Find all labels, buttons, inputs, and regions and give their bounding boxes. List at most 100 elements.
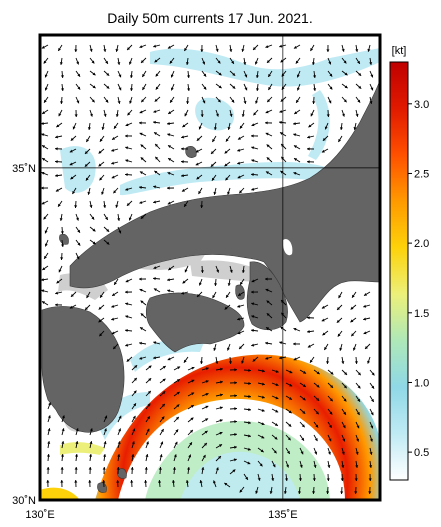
current-arrow	[327, 460, 331, 468]
current-arrow	[111, 135, 119, 140]
current-arrow	[321, 317, 329, 322]
current-arrow	[46, 479, 50, 488]
current-arrow	[140, 57, 147, 64]
current-arrow	[180, 160, 189, 164]
current-arrow	[210, 161, 217, 168]
current-arrow	[355, 421, 360, 429]
current-arrow	[41, 157, 49, 163]
current-arrow	[139, 132, 147, 137]
current-arrow	[243, 447, 251, 451]
current-arrow	[195, 148, 203, 153]
current-arrow	[117, 454, 121, 462]
current-arrow	[61, 239, 65, 248]
current-arrow	[237, 304, 245, 308]
current-arrow	[363, 317, 371, 321]
current-arrow	[313, 421, 319, 428]
current-arrow	[313, 83, 317, 91]
current-arrow	[293, 327, 301, 332]
current-arrow	[88, 466, 92, 475]
current-arrow	[184, 265, 189, 273]
current-arrow	[238, 343, 245, 350]
current-arrow	[225, 291, 231, 299]
current-arrow	[323, 343, 329, 351]
current-arrow	[355, 70, 362, 77]
current-arrow	[186, 70, 191, 79]
current-arrow	[310, 109, 315, 117]
current-arrow	[326, 473, 330, 482]
current-arrow	[243, 473, 249, 481]
current-arrow	[144, 479, 148, 488]
current-arrow	[103, 200, 107, 208]
current-arrow	[265, 44, 273, 49]
current-arrow	[243, 394, 252, 399]
current-arrow	[285, 382, 293, 387]
current-arrow	[241, 44, 245, 52]
current-arrow	[215, 455, 222, 462]
current-arrow	[60, 83, 65, 92]
current-arrow	[355, 83, 362, 89]
current-arrow	[75, 252, 80, 260]
current-arrow	[355, 109, 359, 117]
current-arrow	[313, 395, 320, 402]
current-arrow	[229, 368, 238, 372]
current-arrow	[75, 428, 79, 436]
current-arrow	[99, 135, 105, 142]
current-arrow	[201, 430, 208, 436]
current-arrow	[341, 57, 347, 64]
current-arrow	[313, 408, 320, 415]
current-arrow	[171, 479, 176, 488]
current-arrow	[89, 83, 96, 89]
current-arrow	[131, 390, 137, 397]
current-arrow	[89, 96, 95, 103]
current-arrow	[139, 327, 147, 332]
current-arrow	[251, 159, 259, 163]
current-arrow	[41, 278, 49, 282]
current-arrow	[84, 161, 91, 168]
current-arrow	[215, 44, 219, 52]
current-arrow	[299, 369, 307, 374]
current-arrow	[213, 480, 217, 488]
current-arrow	[265, 356, 273, 360]
current-arrow	[350, 330, 357, 337]
current-arrow	[173, 391, 180, 397]
current-arrow	[89, 454, 93, 462]
current-arrow	[271, 395, 279, 400]
current-arrow	[337, 330, 343, 337]
current-arrow	[40, 121, 49, 126]
current-arrow	[181, 291, 189, 295]
current-arrow	[338, 291, 343, 299]
current-arrow	[255, 83, 260, 92]
current-arrow	[103, 239, 110, 245]
current-arrow	[124, 290, 133, 294]
current-arrow	[145, 390, 152, 397]
current-arrow	[285, 460, 289, 468]
current-arrow	[225, 174, 231, 181]
current-arrow	[103, 441, 107, 449]
current-arrow	[181, 187, 189, 192]
current-arrow	[201, 467, 205, 475]
current-arrow	[102, 479, 106, 488]
current-arrow	[271, 434, 278, 440]
current-arrow	[327, 447, 331, 455]
current-arrow	[169, 96, 175, 104]
current-arrow	[251, 146, 259, 150]
current-arrow	[229, 83, 236, 89]
current-arrow	[307, 135, 315, 139]
colorbar: [kt] 0.5 1.0 1.5 2.0 2.5 3.0	[389, 45, 429, 481]
x-tick-label: 135˚E	[268, 509, 297, 521]
current-arrow	[293, 122, 301, 126]
current-arrow	[229, 265, 233, 273]
current-arrow	[313, 447, 318, 455]
current-arrow	[250, 134, 259, 138]
current-arrow	[341, 70, 348, 76]
current-arrow	[130, 479, 134, 488]
current-arrow	[201, 96, 206, 104]
current-arrow	[352, 343, 357, 351]
current-arrow	[355, 434, 359, 442]
current-arrow	[227, 122, 231, 130]
current-arrow	[243, 421, 251, 425]
current-arrow	[99, 291, 105, 299]
current-arrow	[126, 44, 133, 51]
current-arrow	[75, 96, 80, 104]
current-arrow	[41, 133, 49, 137]
